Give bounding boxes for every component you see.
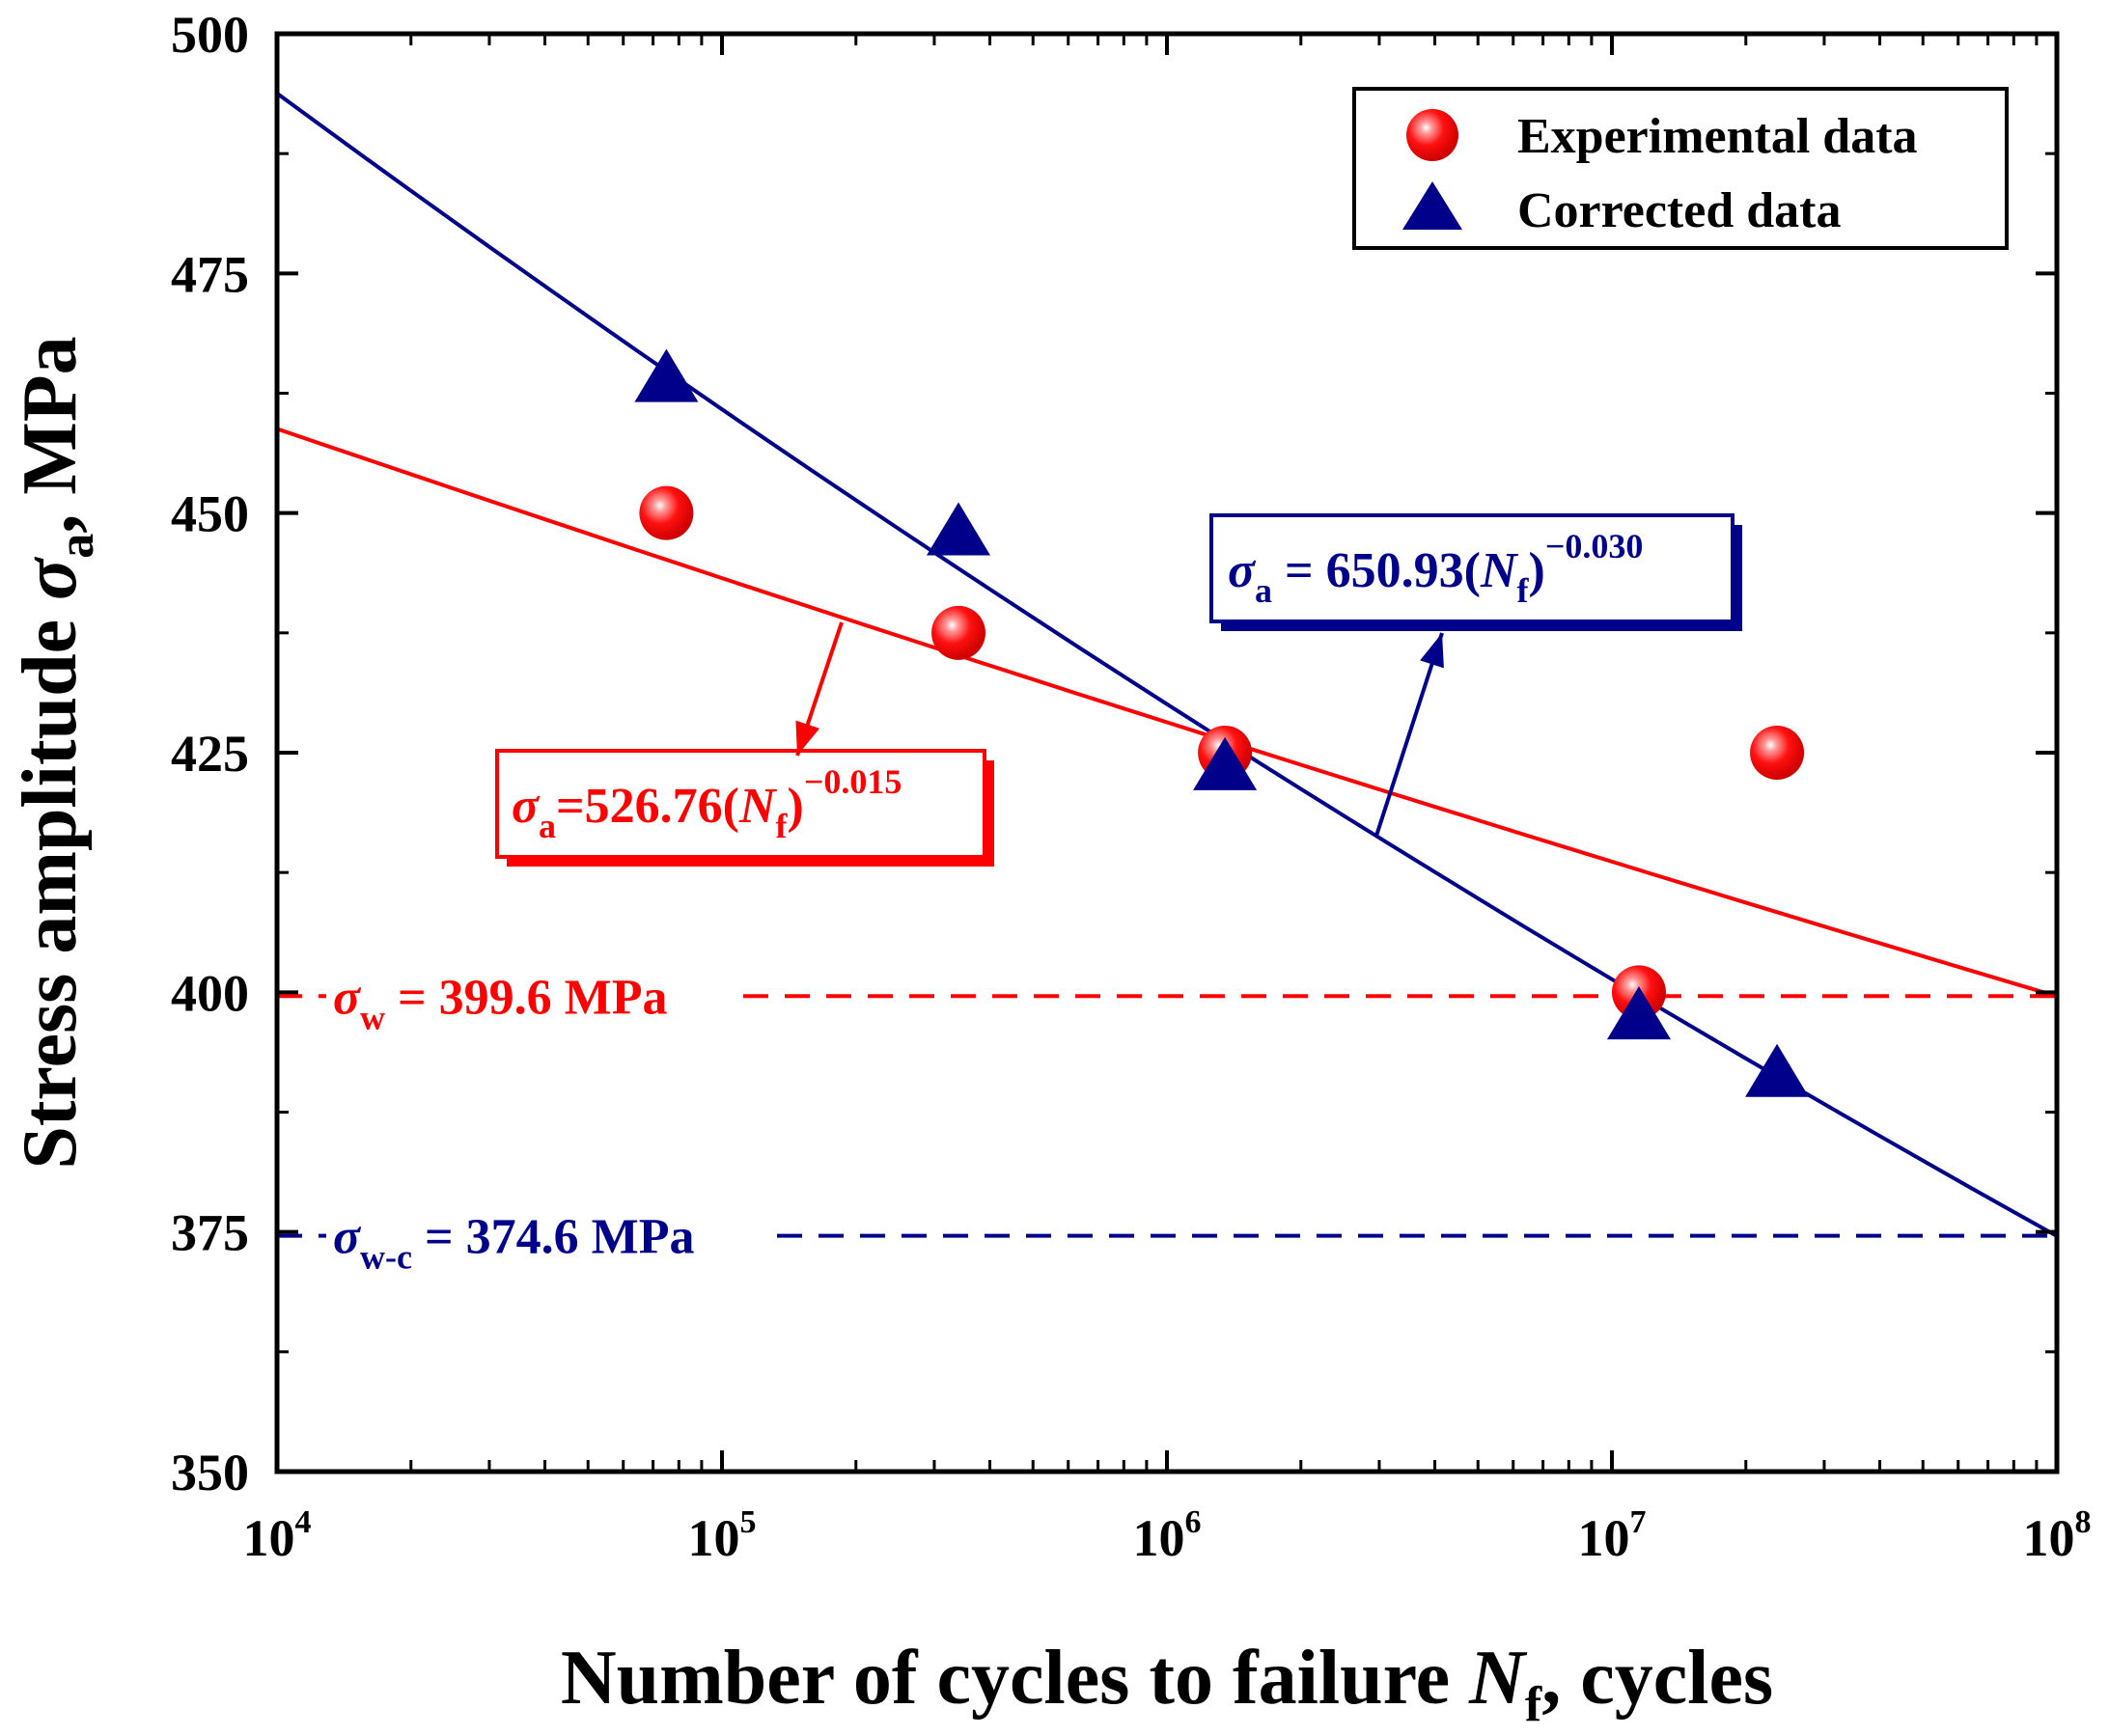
x-tick-label: 106 [1133,1504,1202,1567]
x-tick-label-base: 10 [688,1509,740,1567]
equation-sub: a [539,807,556,845]
equation-label: σa=526.76(Nf)−0.015 [512,762,902,845]
legend: Experimental data Corrected data [1352,87,2009,250]
x-tick-label-exponent: 4 [295,1504,312,1540]
x-tick-label-base: 10 [1578,1509,1630,1567]
equation-exponent: −0.015 [804,762,902,801]
equation-arrow-shaft [1374,632,1444,837]
y-tick-label: 350 [171,1444,249,1502]
x-tick-label-base: 10 [1133,1509,1185,1567]
y-axis-title-tail: , MPa [8,336,93,533]
y-tick-label: 450 [171,485,249,543]
equation-sub: a [1255,571,1272,610]
legend-label-corrected: Corrected data [1517,183,1842,238]
limit-line-label: σw-c = 374.6 MPa [333,1210,694,1277]
legend-sphere-marker [1406,109,1458,161]
x-axis-title-var: N [1468,1636,1528,1721]
y-axis-title-var: σ [8,557,93,600]
limit-label-text: = 374.6 MPa [412,1210,694,1265]
x-axis-title: Number of cycles to failure Nf, cycles [561,1636,1773,1732]
x-tick-label-base: 10 [2023,1509,2075,1567]
experimental-data-point [931,605,986,660]
corrected-data-point [1606,986,1671,1040]
equation-close: ) [1529,543,1545,598]
equation-exponent: −0.030 [1545,527,1644,565]
y-tick-label: 475 [171,245,249,303]
equation-var: σ [512,779,541,834]
x-tick-label: 104 [243,1504,312,1567]
equation-coefficient: =526.76( [556,779,739,834]
equation-label: σa = 650.93(Nf)−0.030 [1228,527,1643,610]
limit-label-var: σ [333,970,362,1025]
equation-var: σ [1228,543,1257,598]
fit-line [277,427,2057,999]
x-tick-label-exponent: 8 [2075,1504,2092,1540]
y-tick-label: 375 [171,1204,249,1262]
equation-n: N [738,779,778,834]
equation-n: N [1480,543,1519,598]
x-tick-label-exponent: 5 [740,1504,757,1540]
corrected-data-point [1193,736,1258,790]
equation-n-sub: f [776,807,789,845]
x-tick-label-exponent: 7 [1630,1504,1647,1540]
equation-arrow-head [795,720,820,756]
experimental-data-point [1750,726,1805,780]
y-axis-title-text: Stress amplitude [8,600,93,1170]
x-axis-title-tail: , cycles [1541,1636,1773,1721]
x-tick-label: 108 [2023,1504,2092,1567]
y-tick-label: 425 [171,725,249,783]
x-tick-label: 105 [688,1504,757,1567]
equation-close: ) [788,779,804,834]
limit-label-var: σ [333,1210,362,1265]
x-axis-title-sub: f [1525,1677,1542,1732]
equation-arrow-head [1420,633,1444,669]
equation-coefficient: = 650.93( [1272,543,1481,598]
equation-box [495,749,986,859]
x-tick-label: 107 [1578,1504,1647,1567]
x-tick-label-base: 10 [243,1509,295,1567]
corrected-data-point [927,502,991,556]
y-tick-label: 400 [171,964,249,1022]
x-tick-label-exponent: 6 [1185,1504,1202,1540]
legend-label-experimental: Experimental data [1517,109,1918,164]
corrected-data-point [1745,1043,1810,1097]
equation-box [1209,513,1734,623]
y-axis-title-sub: a [49,534,104,559]
corrected-data-point [634,348,699,402]
legend-box [1352,87,2009,250]
y-axis-title: Stress amplitude σa, MPa [8,336,104,1169]
legend-triangle-marker [1402,181,1462,230]
data-markers [634,348,1810,1097]
fit-lines [277,92,2057,1238]
limit-label-sub: w [360,998,385,1036]
fit-line [277,92,2057,1238]
limit-label-sub: w-c [360,1238,412,1277]
experimental-data-point [639,485,694,540]
y-tick-label: 500 [171,6,249,64]
equation-n-sub: f [1517,571,1530,610]
limit-label-text: = 399.6 MPa [385,970,667,1025]
x-axis-title-text: Number of cycles to failure [561,1636,1469,1721]
limit-line-label: σw = 399.6 MPa [333,970,668,1036]
